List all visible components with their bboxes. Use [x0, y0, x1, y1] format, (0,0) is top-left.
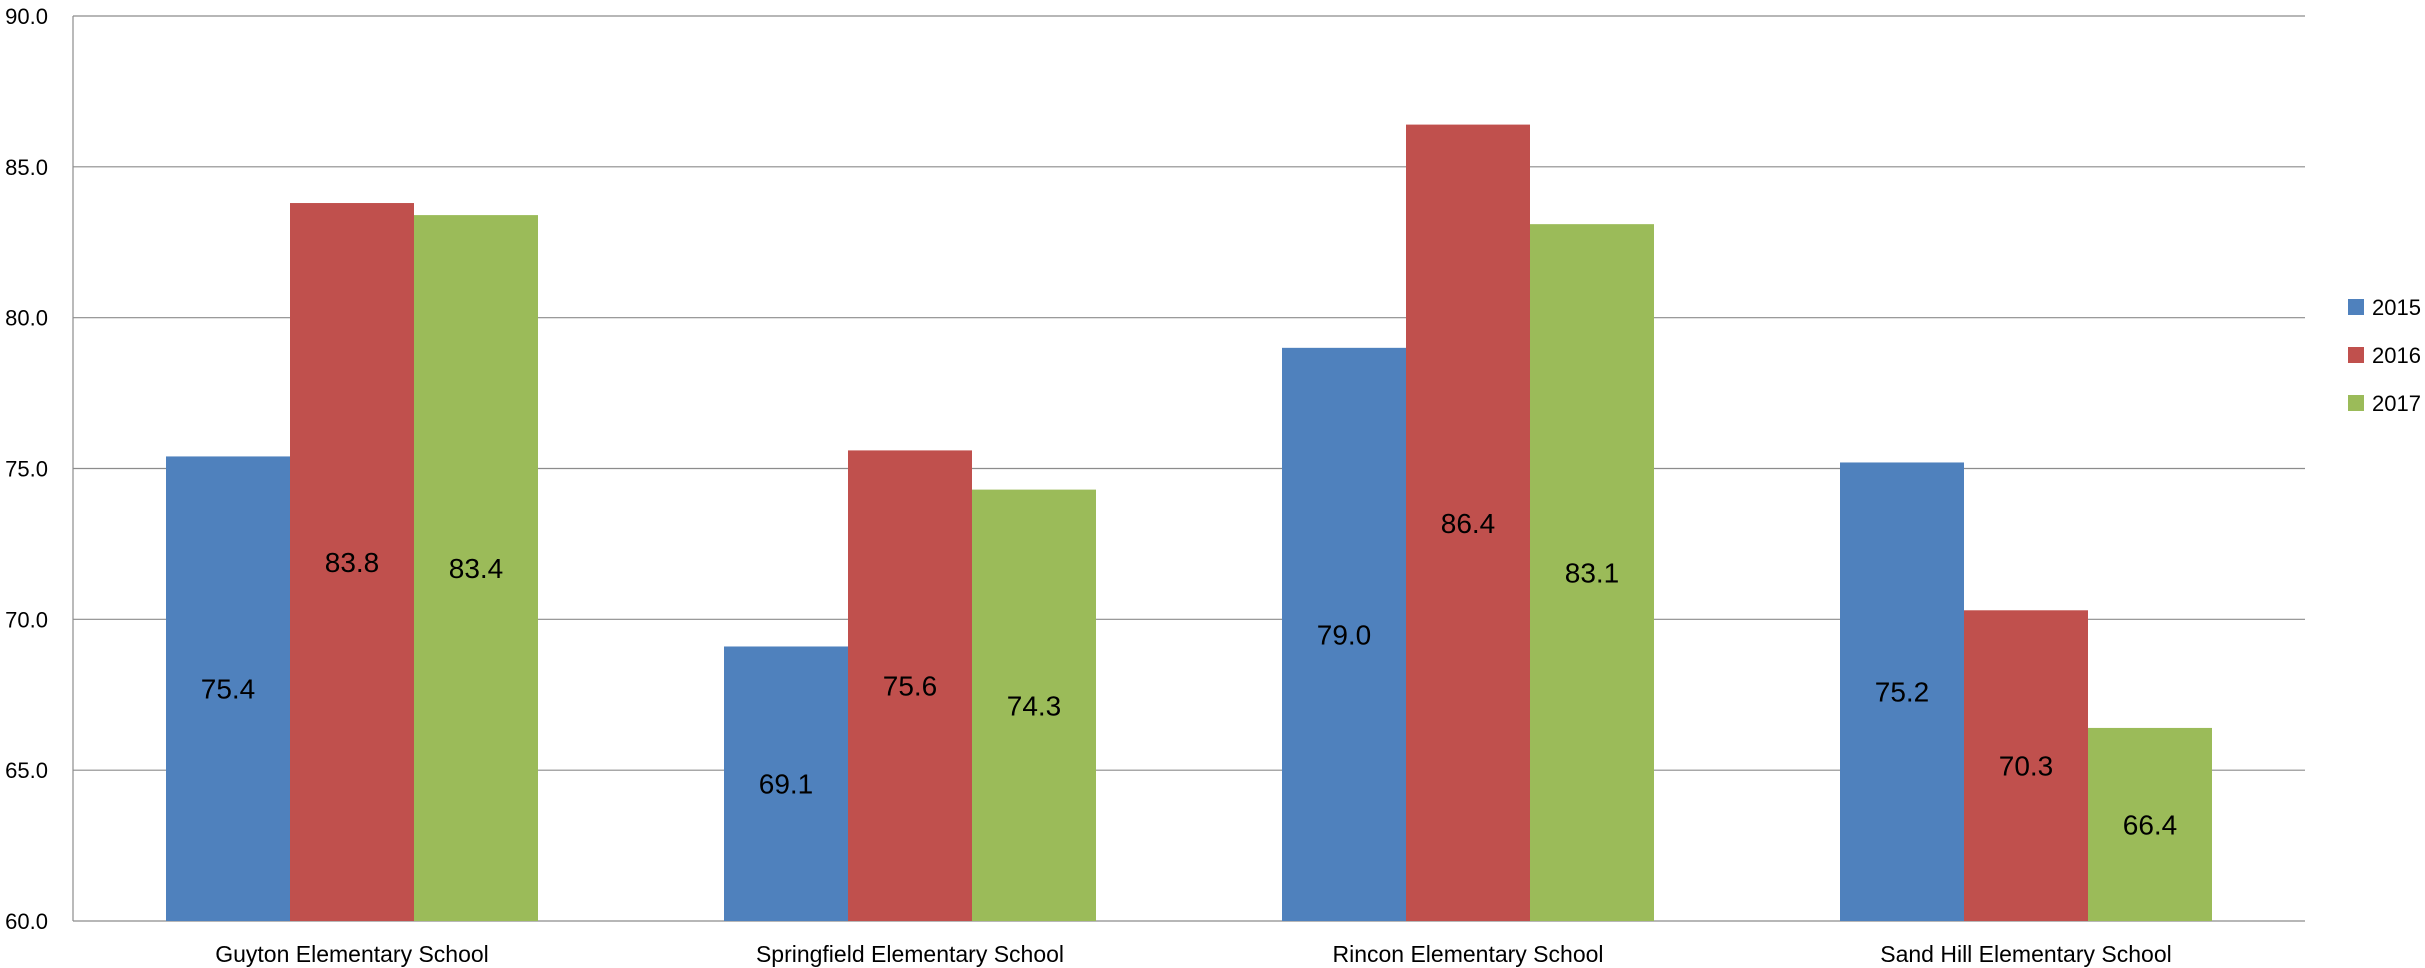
bar-2017: [414, 215, 538, 922]
data-label: 83.8: [325, 547, 380, 578]
legend-swatch: [2348, 347, 2364, 363]
data-label: 66.4: [2123, 809, 2178, 840]
data-label: 83.1: [1565, 558, 1620, 589]
bar-2015: [724, 646, 848, 921]
bar-2017: [2088, 727, 2212, 921]
bar-2016: [1964, 610, 2088, 921]
legend-label: 2015: [2372, 295, 2421, 320]
x-category-label: Springfield Elementary School: [756, 941, 1064, 967]
bar-2015: [166, 456, 290, 921]
data-labels: 75.4 83.8 83.4 69.1 75.6 74.3 79.0 86.4 83.1 75.2…: [201, 508, 2178, 841]
y-axis-ticks: 60.0 65.0 70.0 75.0 80.0 85.0 90.0: [5, 4, 48, 934]
legend: 2015 2016 2017: [2348, 295, 2421, 416]
data-label: 69.1: [759, 769, 814, 800]
bar-2015: [1840, 462, 1964, 921]
data-label: 75.4: [201, 674, 256, 705]
y-tick-label: 85.0: [5, 155, 48, 180]
legend-label: 2017: [2372, 391, 2421, 416]
bars: [166, 124, 2212, 922]
x-category-label: Sand Hill Elementary School: [1880, 941, 2171, 967]
data-label: 75.6: [883, 671, 938, 702]
bar-2016: [1406, 124, 1530, 922]
bar-2016: [848, 450, 972, 921]
y-tick-label: 70.0: [5, 607, 48, 632]
y-tick-label: 65.0: [5, 758, 48, 783]
y-tick-label: 60.0: [5, 909, 48, 934]
legend-label: 2016: [2372, 343, 2421, 368]
x-category-label: Rincon Elementary School: [1332, 941, 1603, 967]
legend-swatch: [2348, 299, 2364, 315]
bar-2016: [290, 203, 414, 922]
y-tick-label: 80.0: [5, 306, 48, 331]
data-label: 75.2: [1875, 677, 1930, 708]
y-tick-label: 75.0: [5, 457, 48, 482]
data-label: 79.0: [1317, 619, 1372, 650]
bar-2017: [972, 489, 1096, 921]
data-label: 83.4: [449, 553, 504, 584]
x-axis-categories: Guyton Elementary School Springfield Elem…: [215, 941, 2172, 967]
data-label: 86.4: [1441, 508, 1496, 539]
x-category-label: Guyton Elementary School: [215, 941, 489, 967]
bar-2015: [1282, 347, 1406, 921]
bar-2017: [1530, 224, 1654, 921]
data-label: 70.3: [1999, 751, 2054, 782]
data-label: 74.3: [1007, 690, 1062, 721]
y-tick-label: 90.0: [5, 4, 48, 29]
legend-swatch: [2348, 395, 2364, 411]
